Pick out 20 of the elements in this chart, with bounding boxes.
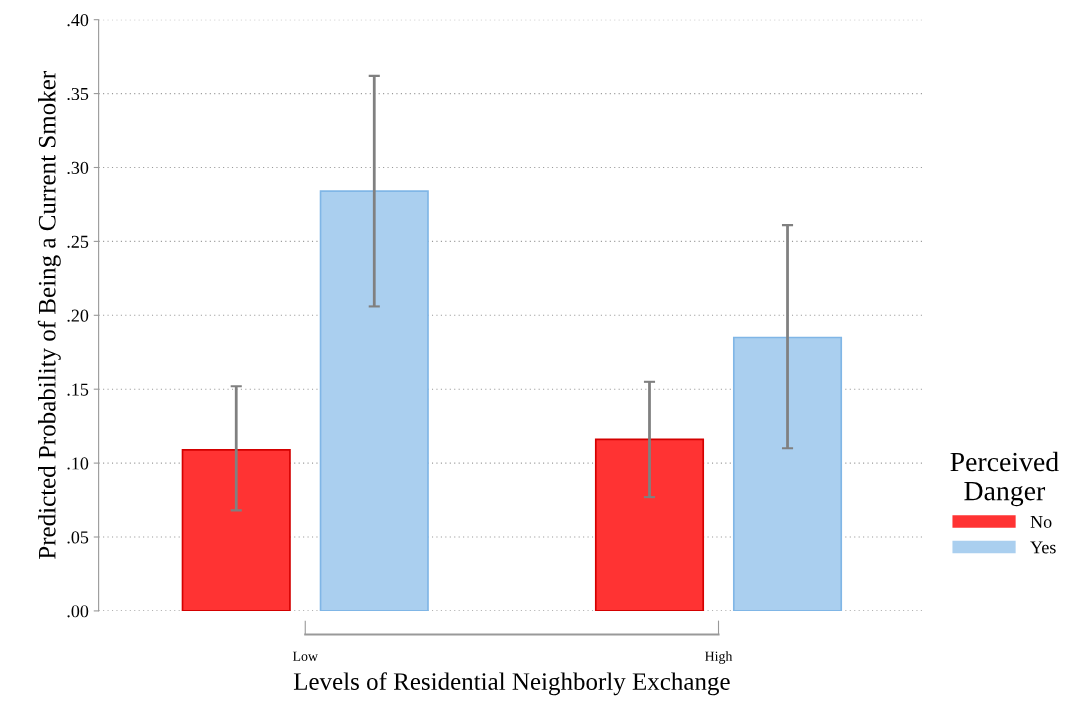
y-tick-label: .15: [67, 383, 89, 396]
y-tick-label: .40: [67, 13, 89, 27]
bar: [732, 336, 843, 611]
y-tick-label: .10: [67, 457, 89, 470]
y-axis-title: Predicted Probability of Being a Current Smoker: [37, 71, 61, 559]
legend-label: No: [1030, 515, 1052, 528]
bar: [594, 438, 705, 611]
y-tick-label: .30: [67, 161, 89, 175]
x-tick-label: High: [705, 651, 733, 664]
y-tick-label: .25: [67, 235, 89, 248]
legend-label: Yes: [1030, 541, 1056, 554]
bar: [181, 448, 291, 611]
y-tick-label: .35: [67, 87, 89, 101]
x-axis-title: Levels of Residential Neighborly Exchange: [293, 672, 730, 696]
x-tick-label: Low: [292, 651, 318, 661]
y-tick-label: .05: [67, 531, 89, 544]
bar: [319, 190, 429, 611]
y-tick-label: .00: [67, 605, 89, 618]
legend-title: Perceived Danger: [950, 451, 1059, 507]
y-tick-label: .20: [67, 309, 89, 322]
